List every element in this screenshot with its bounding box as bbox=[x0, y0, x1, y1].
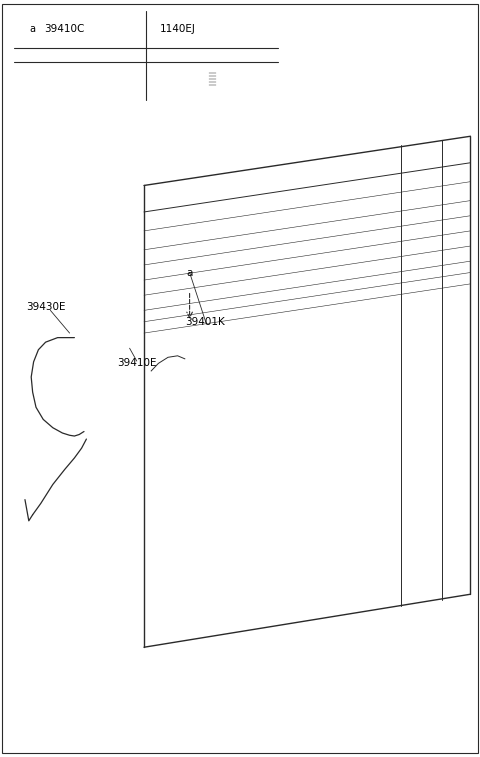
Bar bbox=[27, 505, 35, 515]
Circle shape bbox=[340, 394, 351, 411]
Ellipse shape bbox=[354, 151, 380, 167]
Text: 39410C: 39410C bbox=[44, 24, 84, 34]
Ellipse shape bbox=[175, 357, 185, 380]
Ellipse shape bbox=[444, 266, 463, 287]
Bar bbox=[84, 332, 90, 344]
Bar bbox=[141, 199, 156, 211]
Circle shape bbox=[292, 316, 304, 335]
Text: a: a bbox=[186, 267, 193, 278]
Ellipse shape bbox=[413, 373, 422, 384]
Ellipse shape bbox=[408, 277, 427, 298]
Ellipse shape bbox=[206, 313, 221, 330]
Circle shape bbox=[163, 256, 173, 271]
Ellipse shape bbox=[444, 357, 463, 378]
Circle shape bbox=[200, 256, 211, 274]
Circle shape bbox=[65, 78, 74, 93]
Bar bbox=[125, 199, 140, 211]
Ellipse shape bbox=[449, 453, 458, 463]
Circle shape bbox=[24, 48, 41, 76]
Bar bbox=[123, 319, 141, 336]
Bar bbox=[14, 11, 278, 100]
Ellipse shape bbox=[301, 162, 327, 179]
Bar bbox=[109, 199, 124, 211]
Polygon shape bbox=[48, 79, 89, 92]
Circle shape bbox=[292, 404, 303, 421]
Ellipse shape bbox=[254, 177, 269, 186]
Circle shape bbox=[339, 307, 351, 326]
Bar bbox=[107, 211, 157, 248]
Bar bbox=[109, 255, 155, 312]
Bar bbox=[95, 423, 101, 437]
Ellipse shape bbox=[413, 282, 422, 293]
Circle shape bbox=[335, 386, 356, 419]
Circle shape bbox=[179, 256, 200, 289]
Circle shape bbox=[286, 307, 310, 344]
Ellipse shape bbox=[449, 362, 458, 372]
Ellipse shape bbox=[413, 464, 422, 475]
Ellipse shape bbox=[207, 57, 218, 67]
Ellipse shape bbox=[408, 368, 427, 389]
Text: 39410E: 39410E bbox=[118, 358, 157, 369]
Ellipse shape bbox=[307, 166, 322, 175]
Bar bbox=[84, 421, 104, 439]
Circle shape bbox=[334, 298, 358, 335]
Bar bbox=[76, 332, 82, 344]
Bar bbox=[27, 517, 35, 527]
Ellipse shape bbox=[200, 307, 227, 337]
Text: 39430E: 39430E bbox=[26, 301, 66, 312]
Bar bbox=[103, 248, 161, 319]
Ellipse shape bbox=[449, 271, 458, 282]
Bar bbox=[16, 505, 24, 515]
Ellipse shape bbox=[360, 154, 374, 164]
Ellipse shape bbox=[407, 140, 433, 157]
Bar bbox=[86, 423, 93, 437]
Circle shape bbox=[175, 541, 228, 625]
Polygon shape bbox=[166, 348, 238, 386]
Text: 1140EJ: 1140EJ bbox=[160, 24, 196, 34]
Polygon shape bbox=[146, 265, 274, 439]
Ellipse shape bbox=[249, 173, 275, 190]
Bar bbox=[13, 500, 38, 531]
Bar bbox=[161, 283, 167, 304]
Ellipse shape bbox=[408, 459, 427, 480]
Polygon shape bbox=[158, 246, 223, 280]
Ellipse shape bbox=[196, 185, 222, 201]
Polygon shape bbox=[74, 70, 89, 82]
Bar bbox=[74, 329, 93, 346]
Ellipse shape bbox=[202, 188, 216, 198]
Circle shape bbox=[187, 560, 216, 606]
Text: a: a bbox=[30, 24, 36, 34]
Bar bbox=[209, 69, 216, 87]
Ellipse shape bbox=[413, 144, 427, 153]
Ellipse shape bbox=[206, 66, 219, 72]
Circle shape bbox=[24, 16, 41, 43]
Circle shape bbox=[287, 396, 308, 429]
Ellipse shape bbox=[444, 447, 463, 469]
Bar bbox=[16, 517, 24, 527]
Text: 39401K: 39401K bbox=[185, 316, 225, 327]
Polygon shape bbox=[146, 424, 257, 556]
